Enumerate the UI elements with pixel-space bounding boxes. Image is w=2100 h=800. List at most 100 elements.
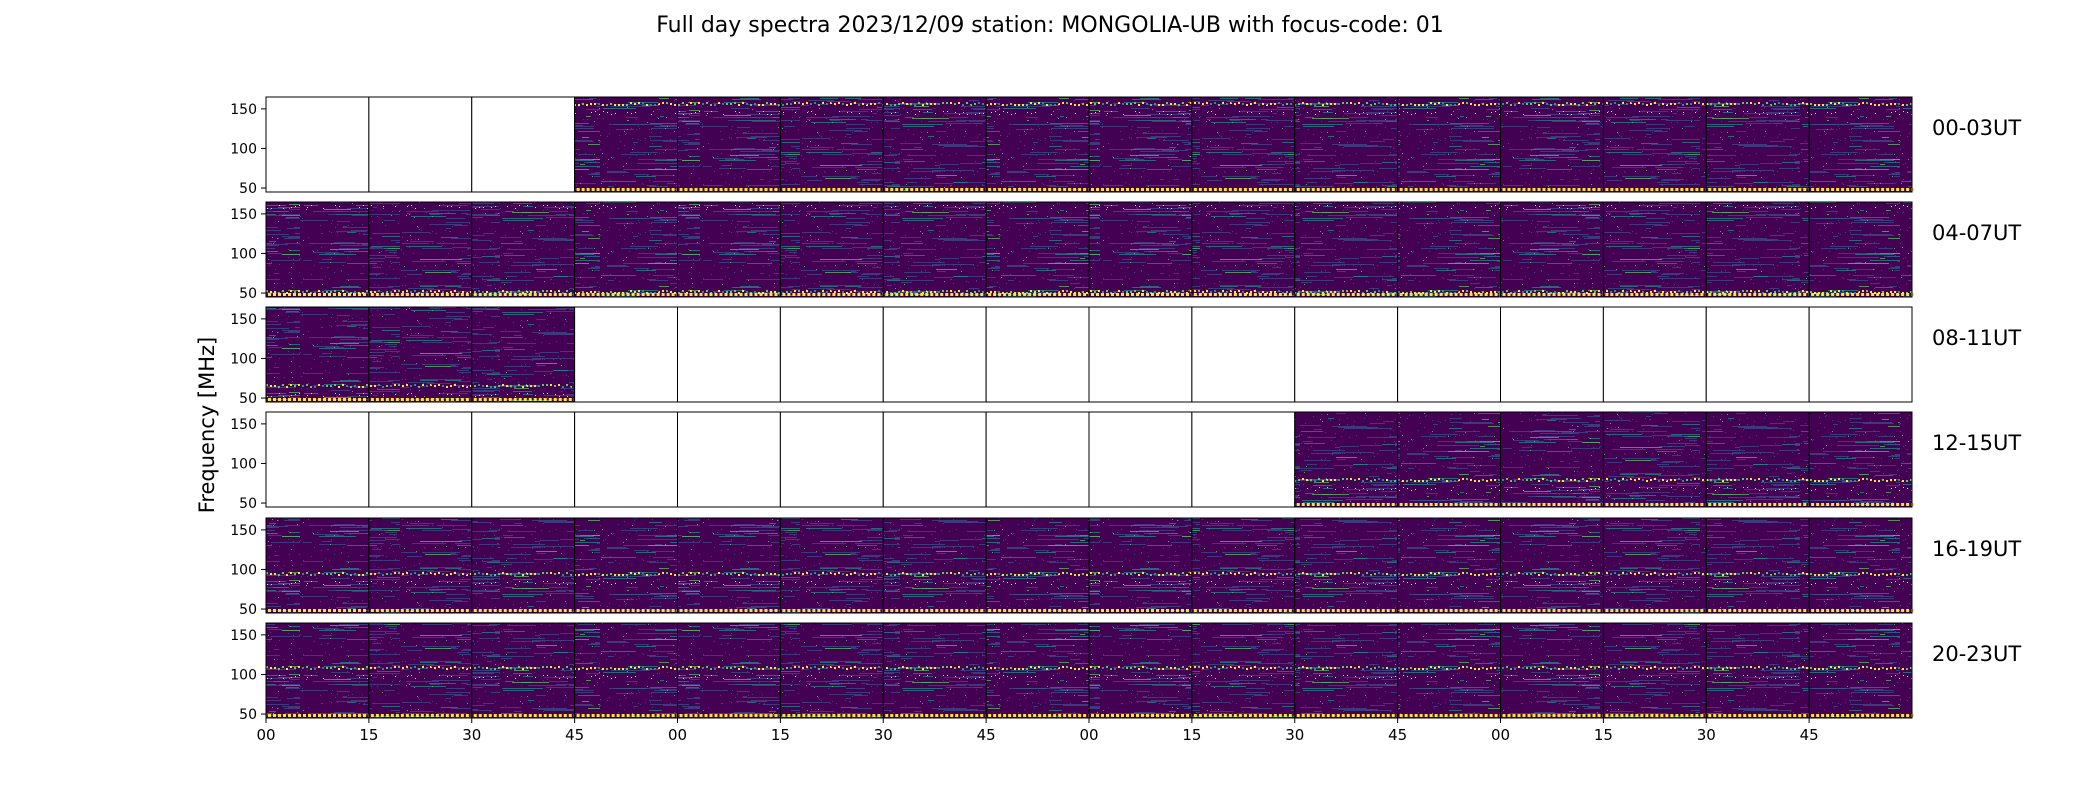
spectrum-panel [780, 518, 884, 613]
baseline-marker [1906, 609, 1910, 612]
baseline-marker [1861, 188, 1865, 191]
spectrum-panel [883, 97, 987, 192]
baseline-marker [1758, 609, 1762, 612]
spectrum-panel [266, 518, 369, 613]
baseline-marker [576, 188, 580, 191]
baseline-marker [679, 293, 683, 296]
baseline-marker [1198, 293, 1202, 296]
baseline-marker [1891, 503, 1895, 506]
baseline-marker [348, 398, 351, 401]
baseline-marker [1856, 714, 1860, 717]
baseline-marker [1083, 714, 1087, 717]
baseline-marker [1502, 609, 1506, 612]
baseline-marker [440, 293, 444, 296]
baseline-marker [709, 609, 713, 612]
baseline-marker [1816, 609, 1820, 612]
baseline-marker [1091, 609, 1094, 612]
spectrum-panel [1397, 518, 1501, 613]
baseline-marker [1186, 609, 1189, 612]
baseline-marker [641, 609, 645, 612]
baseline-marker [348, 609, 351, 612]
baseline-marker [375, 714, 379, 717]
baseline-marker [1166, 609, 1169, 612]
baseline-marker [704, 714, 708, 717]
baseline-marker [1043, 714, 1047, 717]
baseline-marker [935, 609, 939, 612]
baseline-marker [1028, 188, 1032, 191]
baseline-marker [385, 293, 389, 296]
baseline-marker [1861, 714, 1865, 717]
baseline-marker [744, 188, 748, 191]
baseline-marker [1346, 714, 1350, 717]
baseline-marker [797, 609, 801, 612]
baseline-marker [930, 188, 934, 191]
baseline-marker [323, 714, 326, 717]
baseline-marker [375, 293, 379, 296]
baseline-marker [553, 398, 557, 401]
baseline-marker [1816, 293, 1820, 296]
baseline-marker [1798, 503, 1802, 506]
baseline-marker [1121, 714, 1124, 717]
baseline-marker [1532, 293, 1536, 296]
baseline-marker [1675, 714, 1679, 717]
baseline-marker [1238, 609, 1242, 612]
baseline-marker [699, 714, 703, 717]
baseline-marker [847, 293, 851, 296]
baseline-marker [671, 293, 675, 296]
spectrum-panel [1089, 202, 1192, 297]
baseline-marker [1723, 714, 1727, 717]
baseline-marker [1126, 293, 1129, 296]
baseline-marker [1434, 609, 1438, 612]
baseline-marker [543, 609, 547, 612]
baseline-marker [1630, 609, 1634, 612]
y-tick-label: 50 [239, 496, 257, 512]
baseline-marker [1003, 609, 1007, 612]
baseline-marker [1444, 293, 1448, 296]
baseline-marker [1301, 714, 1305, 717]
baseline-marker [1176, 609, 1179, 612]
baseline-marker [1821, 503, 1825, 506]
baseline-marker [1587, 503, 1591, 506]
baseline-marker [1635, 503, 1639, 506]
baseline-marker [1690, 188, 1694, 191]
baseline-marker [1748, 503, 1752, 506]
baseline-marker [1748, 188, 1752, 191]
baseline-marker [1198, 609, 1202, 612]
baseline-marker [1886, 503, 1890, 506]
baseline-marker [513, 293, 517, 296]
baseline-marker [1537, 188, 1541, 191]
baseline-marker [769, 714, 773, 717]
baseline-marker [1003, 293, 1007, 296]
baseline-marker [1522, 503, 1526, 506]
baseline-marker [1572, 503, 1576, 506]
baseline-marker [872, 609, 876, 612]
baseline-marker [1537, 503, 1541, 506]
baseline-marker [734, 609, 738, 612]
baseline-marker [1708, 188, 1712, 191]
baseline-marker [671, 609, 675, 612]
baseline-marker [1911, 609, 1915, 612]
baseline-marker [1886, 293, 1890, 296]
baseline-marker [1557, 714, 1561, 717]
baseline-marker [920, 609, 924, 612]
baseline-marker [1386, 609, 1390, 612]
baseline-marker [1733, 714, 1737, 717]
baseline-marker [1301, 609, 1305, 612]
spectrum-panel [574, 97, 678, 192]
spectrum-panel [471, 307, 575, 402]
baseline-marker [1459, 293, 1463, 296]
baseline-marker [1680, 714, 1684, 717]
baseline-marker [1106, 714, 1109, 717]
spectrum-panel [1809, 97, 1912, 192]
baseline-marker [1336, 503, 1340, 506]
baseline-marker [508, 714, 512, 717]
baseline-marker [832, 293, 836, 296]
baseline-marker [308, 398, 311, 401]
baseline-marker [782, 188, 786, 191]
baseline-marker [606, 714, 610, 717]
baseline-marker [528, 398, 532, 401]
baseline-marker [782, 609, 786, 612]
baseline-marker [591, 293, 595, 296]
baseline-marker [651, 609, 655, 612]
baseline-marker [1532, 503, 1536, 506]
